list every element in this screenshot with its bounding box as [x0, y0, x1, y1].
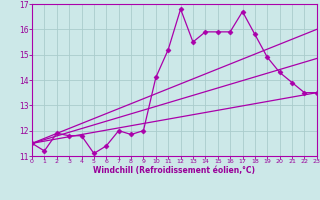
X-axis label: Windchill (Refroidissement éolien,°C): Windchill (Refroidissement éolien,°C) [93, 166, 255, 175]
